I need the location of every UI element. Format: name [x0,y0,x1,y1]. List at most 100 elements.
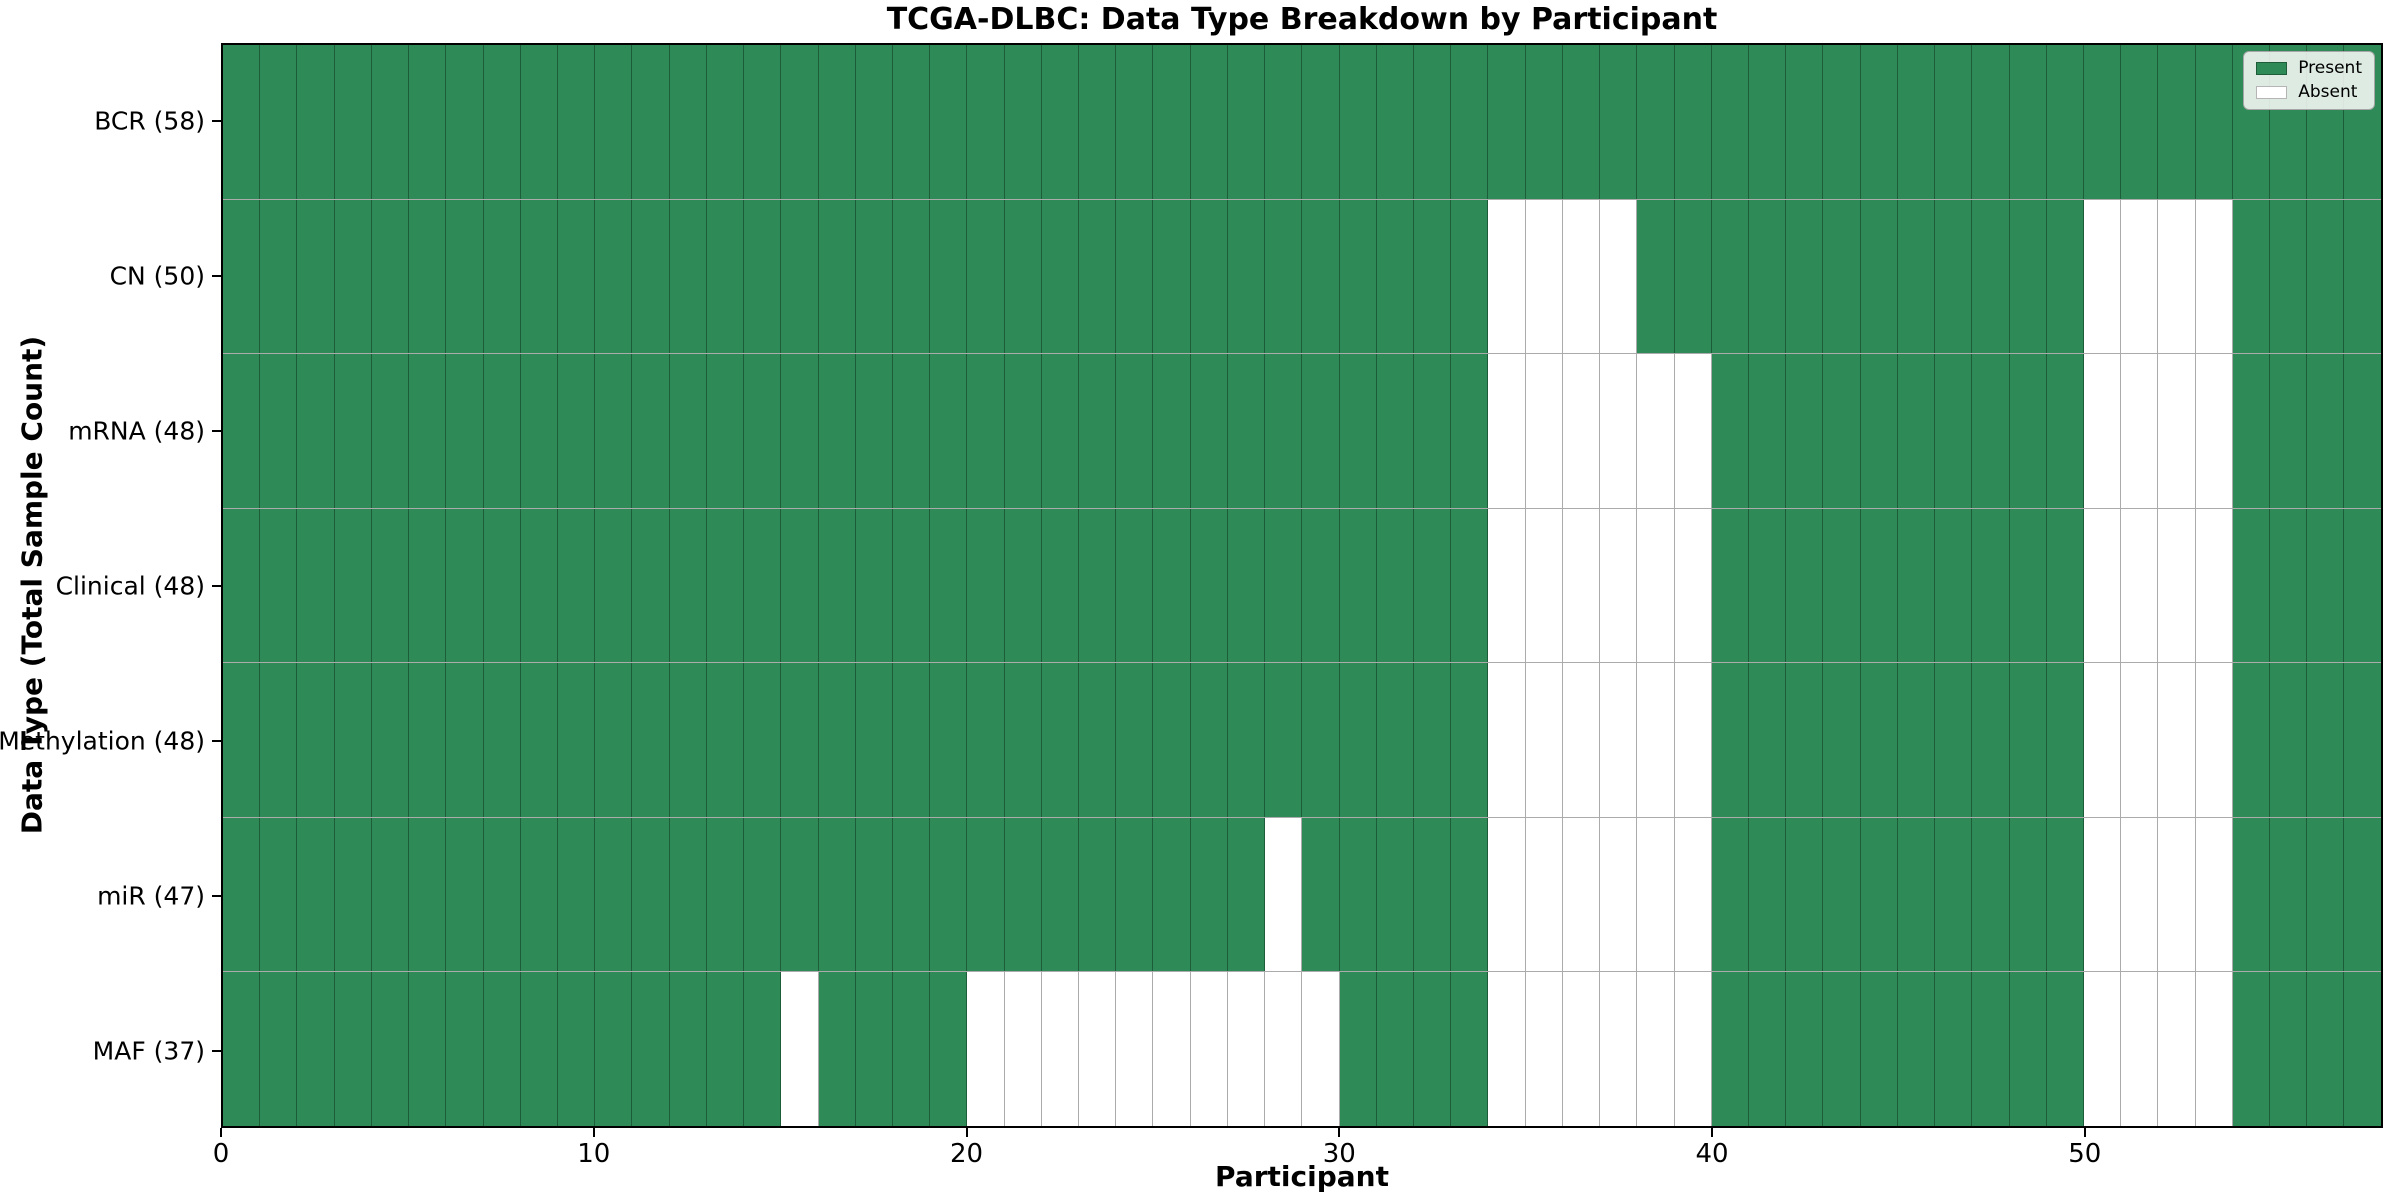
heatmap-cell [1079,45,1117,199]
heatmap-cell [1153,663,1191,817]
heatmap-cell [1227,972,1266,1127]
heatmap-cell [1860,354,1898,508]
heatmap-cell [1525,45,1563,199]
heatmap-cell [1748,817,1787,972]
heatmap-cell [669,817,707,972]
x-axis-label: Participant [1215,1160,1389,1193]
heatmap-cell [967,972,1005,1127]
heatmap-cell [409,508,447,663]
heatmap-cell [818,199,856,354]
heatmap-cell [855,45,893,199]
heatmap-cell [1041,508,1080,663]
heatmap-cell [2270,199,2308,354]
y-axis-tick-label: Methylation (48) [0,726,205,755]
heatmap-cell [1748,508,1787,663]
heatmap-cell [595,508,633,663]
heatmap-cell [632,45,670,199]
heatmap-cell [2083,45,2122,199]
heatmap-cell [371,354,410,508]
heatmap-cell [1674,972,1712,1127]
y-axis-ticks [212,43,221,1128]
heatmap-cell [1451,508,1489,663]
heatmap-cell [1786,508,1824,663]
heatmap-cell [2158,508,2196,663]
x-axis-tick-label: 50 [2068,1139,2102,1169]
heatmap-cell [1004,817,1042,972]
heatmap-cell [1637,817,1675,972]
heatmap-cell [1972,199,2010,354]
heatmap-cell [260,199,298,354]
heatmap-cell [1488,972,1526,1127]
heatmap-cell [1786,354,1824,508]
heatmap-cell [520,354,558,508]
heatmap-cell [781,663,819,817]
heatmap-cell [2270,817,2308,972]
heatmap-cell [1600,972,1638,1127]
heatmap-cell [1637,354,1675,508]
heatmap-cell [1079,354,1117,508]
heatmap-cell [2344,663,2381,817]
heatmap-cell [1041,817,1080,972]
heatmap-cell [595,663,633,817]
heatmap-cell [1227,45,1266,199]
heatmap-cell [818,45,856,199]
heatmap-cell [1711,199,1749,354]
heatmap-cell [781,817,819,972]
heatmap-cell [706,817,745,972]
heatmap-cell [706,45,745,199]
heatmap-cell [1972,972,2010,1127]
heatmap-row [223,354,2381,509]
heatmap-cell [1600,508,1638,663]
heatmap-cell [1414,972,1452,1127]
heatmap-cell [781,45,819,199]
heatmap-cell [2046,199,2084,354]
heatmap-cell [409,45,447,199]
heatmap-cell [260,817,298,972]
heatmap-cell [1339,817,1377,972]
heatmap-cell [855,817,893,972]
heatmap-cell [1748,45,1787,199]
heatmap-cell [557,972,596,1127]
heatmap-cell [2009,45,2047,199]
heatmap-cell [1116,199,1154,354]
heatmap-cell [930,817,968,972]
y-axis-tick-label: mRNA (48) [68,416,205,445]
heatmap-cell [1897,663,1936,817]
y-axis-tick [212,274,221,277]
heatmap-cell [1414,508,1452,663]
heatmap-cell [1302,508,1340,663]
heatmap-cell [557,199,596,354]
heatmap-cell [744,817,782,972]
heatmap-cell [1786,817,1824,972]
heatmap-cell [1414,354,1452,508]
x-axis-tick-label: 0 [212,1139,230,1169]
heatmap-cell [2195,508,2233,663]
heatmap-cell [744,199,782,354]
heatmap-cell [1004,972,1042,1127]
heatmap-cell [706,508,745,663]
heatmap-cell [334,508,372,663]
heatmap-cell [446,508,484,663]
heatmap-cell [892,817,931,972]
heatmap-cell [2195,199,2233,354]
heatmap-cell [1711,508,1749,663]
heatmap-cell [2307,199,2345,354]
heatmap-cell [409,817,447,972]
heatmap-cell [1488,817,1526,972]
heatmap-cell [1190,972,1228,1127]
heatmap-cell [2195,354,2233,508]
heatmap-cell [1376,354,1414,508]
heatmap-cell [1190,199,1228,354]
heatmap-cell [446,45,484,199]
heatmap-cell [297,972,335,1127]
heatmap-cell [260,972,298,1127]
heatmap-cell [483,972,521,1127]
heatmap-cell [1451,972,1489,1127]
heatmap-cell [632,972,670,1127]
heatmap-cell [409,663,447,817]
heatmap-cell [1637,972,1675,1127]
heatmap-cell [2009,508,2047,663]
heatmap-cell [1116,663,1154,817]
heatmap-cell [1525,972,1563,1127]
heatmap-cell [1600,817,1638,972]
